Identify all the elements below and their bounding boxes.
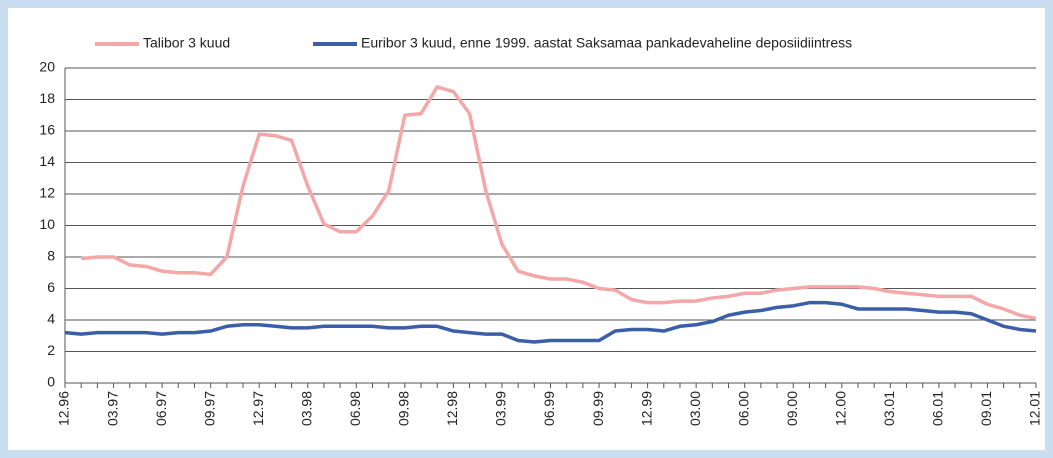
y-tick-label: 16 <box>39 122 55 138</box>
series-line <box>81 85 1037 321</box>
y-tick-label: 10 <box>39 216 55 232</box>
y-tick-label: 20 <box>39 59 55 75</box>
x-tick-label: 09.99 <box>590 391 606 426</box>
x-tick-label: 09.98 <box>396 391 412 426</box>
x-tick-label: 06.99 <box>541 391 557 426</box>
y-tick-label: 12 <box>39 185 55 201</box>
x-tick-label: 12.01 <box>1027 391 1043 426</box>
x-tick-label: 09.00 <box>784 391 800 426</box>
x-tick-label: 06.97 <box>153 391 169 426</box>
x-tick-label: 09.97 <box>201 391 217 426</box>
legend-label: Euribor 3 kuud, enne 1999. aastat Saksam… <box>361 35 852 51</box>
y-tick-label: 2 <box>47 342 55 358</box>
x-tick-label: 03.99 <box>493 391 509 426</box>
x-tick-label: 06.01 <box>930 391 946 426</box>
x-tick-label: 12.97 <box>250 391 266 426</box>
y-tick-label: 8 <box>47 248 55 264</box>
series-line <box>64 300 1037 344</box>
x-tick-label: 03.97 <box>104 391 120 426</box>
x-tick-label: 06.00 <box>735 391 751 426</box>
x-tick-label: 06.98 <box>347 391 363 426</box>
x-tick-label: 12.98 <box>444 391 460 426</box>
x-tick-label: 12.00 <box>833 391 849 426</box>
y-tick-label: 18 <box>39 90 55 106</box>
y-tick-label: 0 <box>47 374 55 390</box>
y-tick-label: 14 <box>39 153 55 169</box>
legend-label: Talibor 3 kuud <box>143 35 230 51</box>
y-tick-label: 4 <box>47 311 55 327</box>
y-tick-label: 6 <box>47 279 55 295</box>
x-tick-label: 03.98 <box>298 391 314 426</box>
x-tick-label: 12.96 <box>56 391 72 426</box>
x-tick-label: 03.00 <box>687 391 703 426</box>
x-tick-label: 03.01 <box>881 391 897 426</box>
x-tick-label: 09.01 <box>978 391 994 426</box>
x-tick-label: 12.99 <box>638 391 654 426</box>
